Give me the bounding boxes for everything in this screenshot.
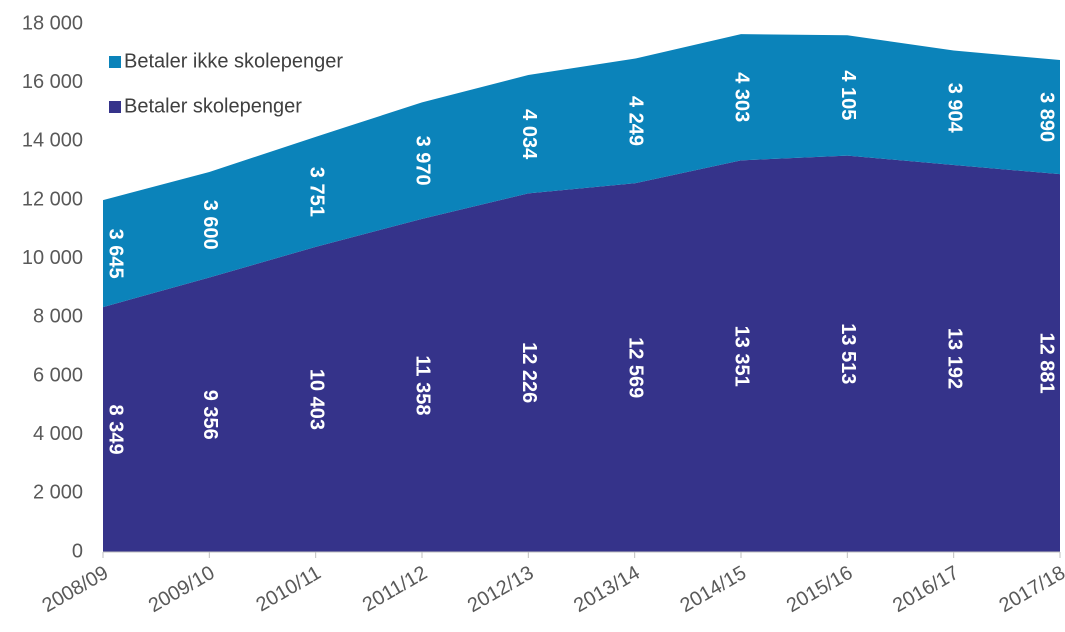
y-tick-label: 12 000 [22,188,83,210]
x-tick-label: 2015/16 [783,562,857,617]
value-label: 3 890 [1036,92,1058,142]
x-tick-label: 2013/14 [570,562,644,617]
x-tick-label: 2008/09 [39,562,113,617]
value-label: 3 904 [943,83,965,134]
value-label: 11 358 [412,355,434,415]
x-tick-label: 2009/10 [145,562,219,617]
value-label: 3 645 [105,229,127,279]
value-label: 9 356 [199,390,221,440]
value-label: 3 970 [412,136,434,186]
value-label: 13 513 [837,323,859,384]
y-tick-label: 18 000 [22,12,83,34]
x-tick-label: 2011/12 [359,562,431,616]
y-tick-label: 10 000 [22,247,83,269]
x-tick-label: 2010/11 [252,562,324,616]
x-tick-label: 2017/18 [996,562,1065,617]
legend-swatch [109,101,121,113]
value-label: 13 192 [943,328,965,389]
x-tick-label: 2016/17 [889,562,963,617]
x-tick-label: 2012/13 [464,562,538,617]
y-tick-label: 6 000 [33,364,83,386]
value-label: 4 303 [731,72,753,122]
value-label: 12 569 [624,337,646,398]
y-tick-label: 14 000 [22,130,83,152]
value-label: 13 351 [731,326,753,387]
y-tick-label: 8 000 [33,306,83,328]
legend-label: Betaler ikke skolepenger [124,50,343,72]
x-tick-label: 2014/15 [677,562,751,617]
value-label: 3 751 [305,167,327,217]
value-label: 12 226 [518,342,540,403]
y-tick-label: 0 [72,540,83,562]
value-label: 10 403 [305,369,327,430]
legend-label: Betaler skolepenger [124,95,302,117]
area [103,34,1060,308]
value-label: 4 034 [518,109,540,160]
legend-swatch [109,56,121,68]
value-label: 12 881 [1036,332,1058,393]
y-tick-label: 2 000 [33,482,83,504]
value-label: 3 600 [199,200,221,250]
value-label: 8 349 [105,405,127,455]
value-label: 4 249 [624,96,646,146]
y-tick-label: 16 000 [22,71,83,93]
y-tick-label: 4 000 [33,423,83,445]
area [103,155,1060,553]
value-label: 4 105 [837,70,859,120]
